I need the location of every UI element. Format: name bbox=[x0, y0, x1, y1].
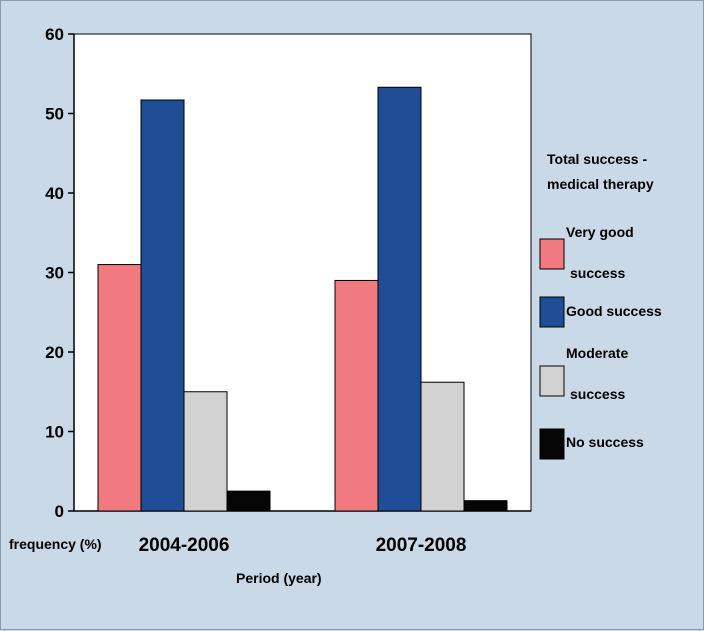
y-tick-label: 0 bbox=[55, 502, 64, 521]
legend-label: Good success bbox=[566, 303, 662, 319]
y-tick-label: 40 bbox=[45, 184, 64, 203]
legend-swatch bbox=[539, 428, 565, 460]
bar-no-success-2007-2008 bbox=[463, 500, 508, 512]
bar-no-success-2004-2006 bbox=[226, 490, 271, 512]
legend-swatch bbox=[539, 296, 565, 328]
x-category-label: 2007-2008 bbox=[376, 535, 467, 556]
x-axis-title: Period (year) bbox=[236, 570, 322, 586]
legend-title: Total success - bbox=[547, 151, 647, 167]
y-tick-label: 20 bbox=[45, 343, 64, 362]
y-tick-label: 50 bbox=[45, 105, 64, 124]
bar-very-good-success-2007-2008 bbox=[334, 279, 379, 512]
y-tick-label: 30 bbox=[45, 264, 64, 283]
legend-label: success bbox=[570, 386, 625, 402]
legend-label: success bbox=[570, 265, 625, 281]
y-axis-title: frequency (%) bbox=[9, 536, 102, 552]
legend-label: No success bbox=[566, 434, 644, 450]
legend-swatch bbox=[539, 238, 565, 270]
bar-very-good-success-2004-2006 bbox=[97, 264, 142, 512]
legend-title: medical therapy bbox=[547, 176, 654, 192]
legend: Total success - medical therapy Very good s… bbox=[539, 151, 662, 460]
bar-good-success-2004-2006 bbox=[140, 99, 185, 512]
bar-moderate-success-2004-2006 bbox=[183, 391, 228, 512]
y-tick-label: 10 bbox=[45, 423, 64, 442]
bar-moderate-success-2007-2008 bbox=[420, 381, 465, 512]
legend-label: Moderate bbox=[566, 345, 628, 361]
legend-swatch bbox=[539, 365, 565, 397]
legend-label: Very good bbox=[566, 224, 634, 240]
bar-good-success-2007-2008 bbox=[377, 86, 422, 512]
y-tick-label: 60 bbox=[45, 25, 64, 44]
x-category-label: 2004-2006 bbox=[139, 535, 230, 556]
